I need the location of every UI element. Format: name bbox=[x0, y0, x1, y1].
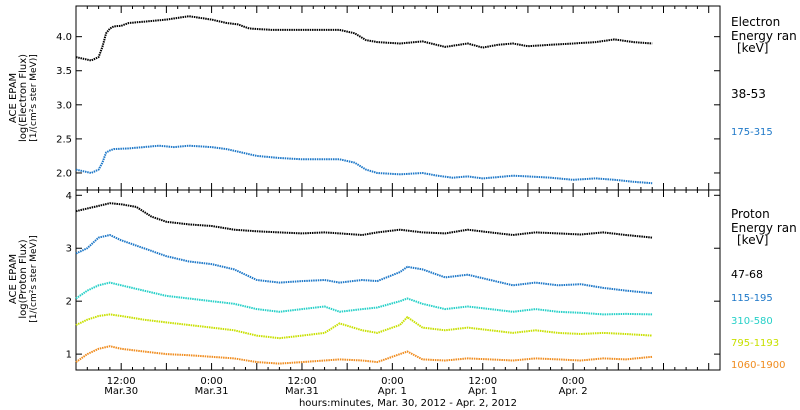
proton-ytick-label: 1 bbox=[66, 350, 72, 361]
proton-legend-series-2: 310-580 bbox=[731, 316, 773, 327]
electron-panel: 2.0 2.5 3.0 3.5 4.0 ACE EPAM log(Electron Fl… bbox=[8, 5, 797, 191]
x-tick-label-date: Mar.31 bbox=[285, 386, 319, 397]
electron-panel-frame bbox=[75, 5, 721, 191]
electron-ytick-label: 3.0 bbox=[56, 100, 72, 111]
x-tick-label-date: Mar.31 bbox=[195, 386, 229, 397]
electron-legend-title-2: Energy ran bbox=[731, 29, 797, 43]
x-tick-label-time: 0:00 bbox=[200, 376, 222, 387]
x-tick-label-date: Apr. 1 bbox=[468, 386, 497, 397]
x-tick-label-time: 0:00 bbox=[381, 376, 403, 387]
electron-ytick-label: 3.5 bbox=[56, 66, 72, 77]
electron-ytick-label: 4.0 bbox=[56, 32, 72, 43]
electron-legend: Electron Energy ran [keV] 38-53 175-315 bbox=[731, 15, 797, 138]
proton-ytick-label: 4 bbox=[66, 191, 72, 202]
proton-legend-series-3: 795-1193 bbox=[731, 338, 779, 349]
electron-series-1 bbox=[75, 144, 653, 185]
electron-legend-series-1: 175-315 bbox=[731, 127, 773, 138]
x-tick-label-date: Mar.30 bbox=[104, 386, 138, 397]
electron-legend-title-3: [keV] bbox=[737, 41, 768, 55]
x-axis-label: hours:minutes, Mar. 30, 2012 - Apr. 2, 2… bbox=[299, 398, 517, 409]
electron-series-0 bbox=[75, 15, 653, 62]
electron-ylabel-line-2: log(Electron Flux) bbox=[18, 54, 29, 142]
proton-legend-series-4: 1060-1900 bbox=[731, 360, 786, 371]
proton-legend-title-3: [keV] bbox=[737, 233, 768, 247]
proton-legend-series-1: 115-195 bbox=[731, 293, 773, 304]
proton-ytick-label: 3 bbox=[66, 244, 72, 255]
proton-ytick-label: 2 bbox=[66, 297, 72, 308]
proton-legend: Proton Energy ran [keV] 47-68 115-195 31… bbox=[731, 207, 797, 371]
proton-ylabel-line-3: [1/(cm²s ster MeV)] bbox=[29, 235, 39, 322]
proton-ylabel-line-2: log(Proton Flux) bbox=[18, 239, 29, 318]
proton-legend-series-0: 47-68 bbox=[731, 268, 763, 281]
proton-series-2 bbox=[75, 281, 653, 316]
proton-series-0 bbox=[75, 202, 653, 239]
proton-series-3 bbox=[75, 313, 653, 340]
electron-ylabel-line-1: ACE EPAM bbox=[8, 73, 19, 123]
x-tick-label-date: Apr. 1 bbox=[378, 386, 407, 397]
proton-ylabel-line-1: ACE EPAM bbox=[8, 254, 19, 304]
electron-ylabel-line-3: [1/(cm²s ster MeV)] bbox=[29, 54, 39, 141]
proton-panel: 1 2 3 4 ACE EPAM log(Proton Flux) [1/(cm²s … bbox=[8, 189, 797, 371]
x-tick-label-time: 12:00 bbox=[107, 376, 136, 387]
proton-panel-frame bbox=[75, 189, 721, 371]
proton-series-4 bbox=[75, 345, 653, 365]
proton-series-1 bbox=[75, 234, 653, 295]
electron-legend-title-1: Electron bbox=[731, 15, 780, 29]
electron-legend-series-0: 38-53 bbox=[731, 87, 766, 101]
proton-legend-title-2: Energy ran bbox=[731, 221, 797, 235]
electron-ytick-label: 2.0 bbox=[56, 168, 72, 179]
electron-ytick-label: 2.5 bbox=[56, 134, 72, 145]
x-tick-label-time: 12:00 bbox=[468, 376, 497, 387]
x-tick-label-time: 0:00 bbox=[562, 376, 584, 387]
x-tick-label-date: Apr. 2 bbox=[559, 386, 588, 397]
proton-legend-title-1: Proton bbox=[731, 207, 770, 221]
x-tick-label-time: 12:00 bbox=[288, 376, 317, 387]
